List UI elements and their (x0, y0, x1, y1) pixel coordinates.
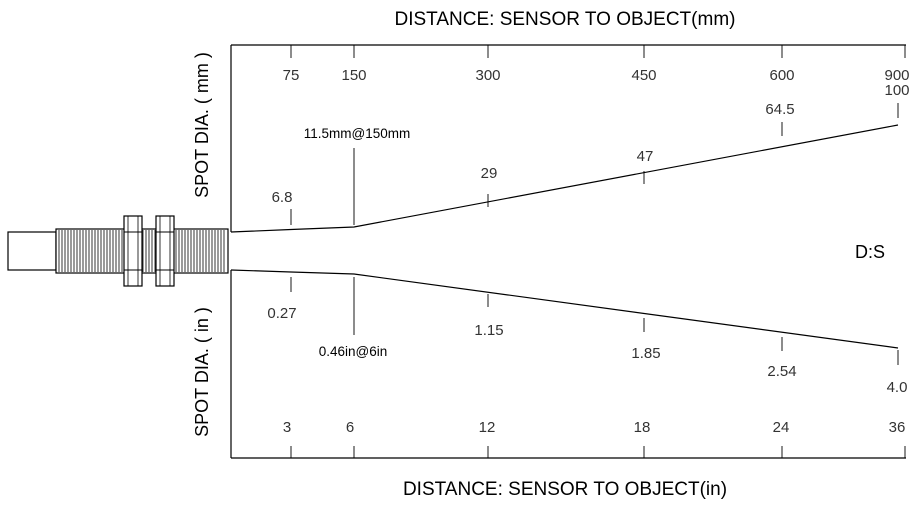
focus-mm-annotation: 11.5mm@150mm (304, 126, 410, 141)
top-tick-label: 900 (884, 67, 909, 84)
top-tick-label: 600 (769, 67, 794, 84)
bottom-tick-label: 24 (773, 419, 790, 436)
ratio-label: D:S (855, 242, 885, 262)
in-marker-ticks (290, 277, 899, 365)
mm-value-label: 64.5 (765, 101, 794, 118)
bottom-axis-title: DISTANCE: SENSOR TO OBJECT(in) (403, 479, 727, 500)
top-tick-label: 150 (341, 67, 366, 84)
mm-value-label: 100 (884, 82, 909, 99)
top-axis-title: DISTANCE: SENSOR TO OBJECT(mm) (395, 9, 736, 30)
bottom-axis-ticks (290, 446, 906, 458)
left-label-in: SPOT DIA. ( in ) (192, 307, 212, 437)
bottom-tick-label: 18 (634, 419, 651, 436)
mm-value-label: 47 (637, 148, 654, 165)
top-axis-ticks (290, 45, 906, 58)
mm-marker-ticks (290, 103, 899, 225)
bottom-tick-label: 3 (283, 419, 291, 436)
mm-value-label: 6.8 (272, 189, 293, 206)
in-value-label: 4.0 (887, 379, 908, 396)
in-value-label: 1.15 (474, 322, 503, 339)
mm-value-label: 29 (481, 165, 498, 182)
in-value-label: 1.85 (631, 345, 660, 362)
beam-lower-edge (230, 269, 899, 349)
in-value-label: 2.54 (767, 363, 796, 380)
bottom-tick-label: 12 (479, 419, 496, 436)
top-tick-label: 75 (283, 67, 300, 84)
bottom-tick-label: 36 (889, 419, 906, 436)
beam-upper-edge (230, 124, 899, 233)
focus-in-annotation: 0.46in@6in (319, 344, 388, 359)
in-value-label: 0.27 (267, 305, 296, 322)
top-tick-label: 300 (475, 67, 500, 84)
left-label-mm: SPOT DIA. ( mm ) (192, 52, 212, 198)
top-tick-label: 450 (631, 67, 656, 84)
sensor-body-icon (7, 215, 229, 287)
bottom-tick-label: 6 (346, 419, 354, 436)
